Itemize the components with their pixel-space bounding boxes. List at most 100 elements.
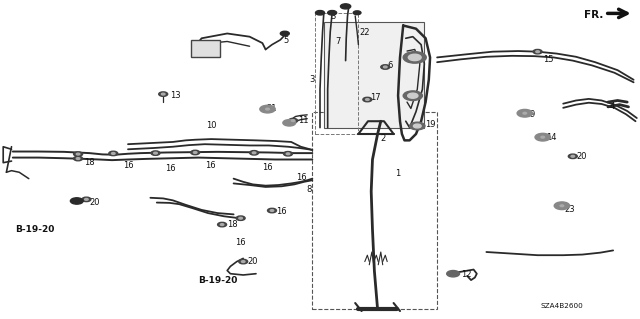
Text: B-19-20: B-19-20 [198,276,238,285]
Text: 16: 16 [262,163,273,172]
Circle shape [403,52,426,63]
Text: 23: 23 [564,205,575,214]
Text: 8: 8 [306,185,311,194]
Text: 12: 12 [461,270,471,279]
Text: 13: 13 [170,91,181,100]
Circle shape [554,202,570,210]
Text: 11: 11 [298,116,308,125]
Circle shape [76,158,80,160]
Circle shape [365,99,369,100]
Text: 18: 18 [84,158,95,167]
Text: 5: 5 [283,36,288,45]
Text: 4: 4 [609,102,614,111]
Circle shape [252,152,256,154]
Bar [324,22,424,128]
Circle shape [239,259,248,264]
Text: 17: 17 [370,93,381,102]
Text: 2: 2 [380,134,385,143]
Circle shape [291,120,295,122]
Circle shape [76,153,80,155]
Text: 19: 19 [425,120,435,129]
Circle shape [533,49,542,54]
Text: 20: 20 [89,198,99,207]
Circle shape [109,151,118,156]
Circle shape [236,216,245,220]
Circle shape [154,152,157,154]
Text: 1: 1 [396,169,401,178]
Text: 20: 20 [576,152,586,161]
Circle shape [266,108,269,110]
Circle shape [568,154,577,159]
Circle shape [353,11,361,15]
Circle shape [403,91,422,100]
Circle shape [316,11,324,15]
Text: 10: 10 [206,121,216,130]
Circle shape [408,93,418,98]
Circle shape [159,92,168,96]
Circle shape [410,122,425,130]
Text: 3: 3 [310,75,315,84]
Circle shape [193,152,197,153]
Bar [312,112,437,309]
Circle shape [260,105,275,113]
Circle shape [571,155,575,157]
Circle shape [161,93,165,95]
Circle shape [268,208,276,213]
Text: 7: 7 [335,37,340,46]
Circle shape [70,198,83,204]
Text: SZA4B2600: SZA4B2600 [541,303,584,309]
Circle shape [250,151,259,155]
Circle shape [191,150,200,155]
Circle shape [270,210,274,211]
Text: 15: 15 [543,56,554,64]
Circle shape [151,151,160,155]
Circle shape [536,51,540,53]
Text: 3: 3 [330,12,335,21]
Circle shape [560,205,564,207]
Text: 16: 16 [123,161,134,170]
Circle shape [541,136,545,138]
Circle shape [520,111,529,115]
Circle shape [523,112,527,114]
Text: B-19-20: B-19-20 [15,225,55,234]
Circle shape [363,97,372,102]
Circle shape [241,261,245,263]
Circle shape [283,120,296,126]
Circle shape [413,124,421,128]
Text: FR.: FR. [584,10,603,20]
Circle shape [263,107,272,111]
Text: 20: 20 [247,257,257,266]
Circle shape [284,152,292,156]
Circle shape [517,109,532,117]
Circle shape [538,135,547,139]
Circle shape [328,11,337,15]
Text: 22: 22 [360,28,370,37]
Text: 21: 21 [266,104,276,113]
Circle shape [111,152,115,154]
Bar [191,40,220,57]
Bar [315,13,358,134]
Text: 6: 6 [387,61,392,70]
Circle shape [84,198,88,200]
Circle shape [74,152,83,156]
Circle shape [82,197,91,202]
Circle shape [239,217,243,219]
Text: 16: 16 [205,161,216,170]
Circle shape [289,118,298,123]
Circle shape [280,31,289,36]
Circle shape [383,66,387,68]
Circle shape [447,271,460,277]
Text: 16: 16 [296,173,307,182]
Text: 16: 16 [276,207,287,216]
Circle shape [408,54,421,61]
Circle shape [557,204,566,208]
Circle shape [340,4,351,9]
Text: 9: 9 [530,110,535,119]
Text: 16: 16 [236,238,246,247]
Circle shape [218,222,227,227]
Text: 18: 18 [227,220,238,229]
Circle shape [286,153,290,155]
Circle shape [74,156,83,161]
Circle shape [381,65,390,69]
Text: 14: 14 [547,133,557,142]
